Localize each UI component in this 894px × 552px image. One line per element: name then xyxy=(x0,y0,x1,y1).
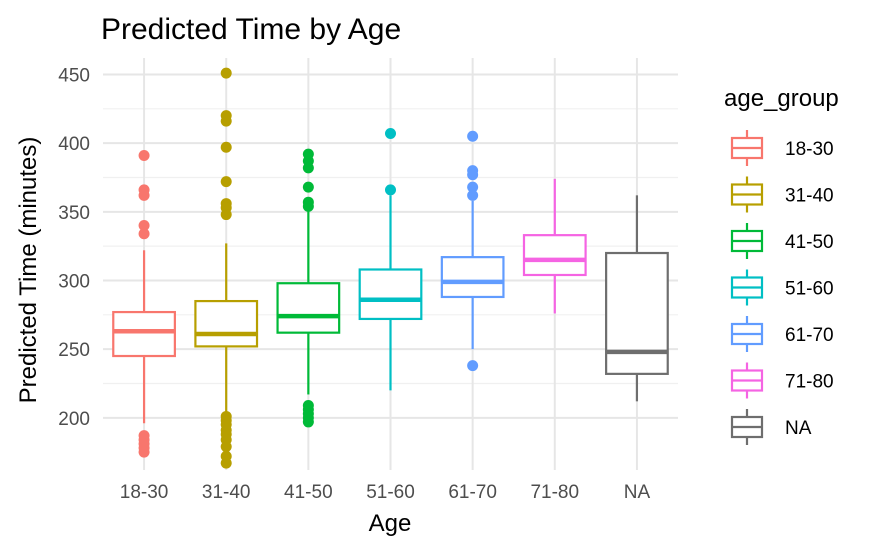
outlier-point xyxy=(220,67,232,79)
x-tick-label: 31-40 xyxy=(202,482,251,503)
x-tick-label: 51-60 xyxy=(366,482,415,503)
x-tick-label: 61-70 xyxy=(448,482,497,503)
y-tick-label: 250 xyxy=(58,340,90,361)
box-iqr xyxy=(112,310,176,358)
y-tick-label: 350 xyxy=(58,203,90,224)
outlier-point xyxy=(138,189,150,201)
y-tick-label: 200 xyxy=(58,409,90,430)
legend-label: 31-40 xyxy=(785,186,834,207)
outlier-point xyxy=(302,162,314,174)
boxplots xyxy=(112,67,669,469)
y-tick-label: 450 xyxy=(58,65,90,86)
outlier-point xyxy=(138,446,150,458)
y-tick-label: 400 xyxy=(58,134,90,155)
outlier-point xyxy=(220,441,232,453)
outlier-point xyxy=(220,115,232,127)
y-tick-labels: 200 250 300 350 400 450 xyxy=(58,65,90,429)
x-tick-label: NA xyxy=(624,482,651,503)
legend: age_group 18-30 31-40 41-50 51-60 61-70 71-80… xyxy=(724,85,839,445)
outlier-point xyxy=(302,200,314,212)
legend-title: age_group xyxy=(724,85,839,112)
outlier-point xyxy=(467,189,479,201)
outlier-point xyxy=(220,209,232,221)
legend-label: 51-60 xyxy=(785,279,834,300)
x-tick-label: 18-30 xyxy=(120,482,169,503)
legend-item-51-60: 51-60 xyxy=(730,269,834,306)
y-tick-label: 300 xyxy=(58,271,90,292)
x-axis-title: Age xyxy=(369,510,412,537)
x-tick-label: 41-50 xyxy=(284,482,333,503)
legend-item-61-70: 61-70 xyxy=(730,316,834,352)
outlier-point xyxy=(467,169,479,181)
box-41-50 xyxy=(276,148,341,428)
legend-label: 41-50 xyxy=(785,232,834,253)
outlier-point xyxy=(138,150,150,162)
x-tick-labels: 18-30 31-40 41-50 51-60 61-70 71-80 NA xyxy=(120,482,651,503)
legend-item-41-50: 41-50 xyxy=(730,223,834,259)
outlier-point xyxy=(138,228,150,240)
box-na xyxy=(605,195,669,402)
legend-item-71-80: 71-80 xyxy=(730,362,834,399)
outlier-point xyxy=(467,181,479,193)
legend-item-na: NA xyxy=(730,409,812,445)
box-51-60 xyxy=(358,128,423,391)
legend-item-31-40: 31-40 xyxy=(730,176,834,213)
outlier-point xyxy=(385,184,396,196)
outlier-point xyxy=(467,130,479,142)
box-iqr xyxy=(522,234,587,277)
box-iqr xyxy=(440,256,505,299)
box-31-40 xyxy=(194,67,259,469)
outlier-point xyxy=(138,220,150,232)
legend-label: NA xyxy=(785,418,812,439)
chart-title: Predicted Time by Age xyxy=(101,13,401,46)
outlier-point xyxy=(467,360,479,372)
outlier-point xyxy=(302,181,314,193)
box-iqr xyxy=(194,299,259,348)
box-18-30 xyxy=(112,150,176,458)
legend-item-18-30: 18-30 xyxy=(730,130,834,166)
legend-label: 61-70 xyxy=(785,325,834,346)
outlier-point xyxy=(385,128,396,140)
outlier-point xyxy=(220,457,232,469)
outlier-point xyxy=(302,416,314,428)
legend-label: 18-30 xyxy=(785,139,834,160)
box-61-70 xyxy=(440,130,505,372)
box-iqr xyxy=(358,268,423,321)
outlier-point xyxy=(220,176,232,188)
y-axis-title: Predicted Time (minutes) xyxy=(15,137,42,404)
box-iqr xyxy=(605,251,669,375)
legend-label: 71-80 xyxy=(785,372,834,393)
outlier-point xyxy=(220,141,232,153)
x-tick-label: 71-80 xyxy=(530,482,579,503)
box-71-80 xyxy=(522,178,587,314)
box-iqr xyxy=(276,282,341,334)
